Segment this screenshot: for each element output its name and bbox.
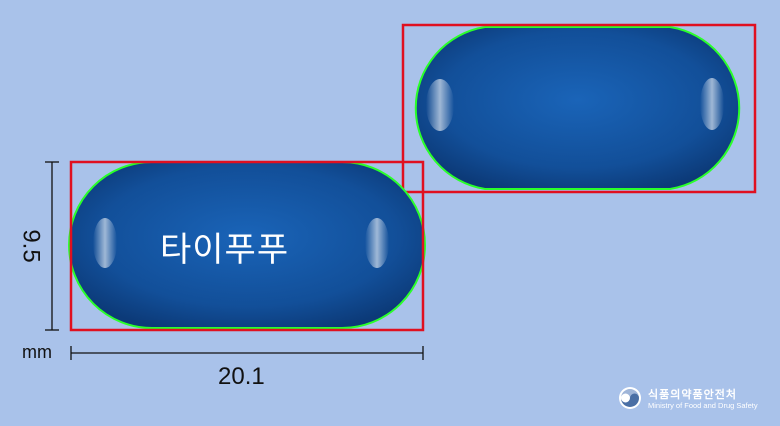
pill-width-label: 9.5 xyxy=(17,229,45,263)
agency-name-ko: 식품의약품안전처 xyxy=(648,388,737,401)
capsule-front xyxy=(68,160,426,332)
pill-length-label: 20.1 xyxy=(218,363,265,390)
pill-imprint: 타이푸푸 xyxy=(160,230,290,270)
dimension-lines xyxy=(45,161,424,360)
agency-name-en: Ministry of Food and Drug Safety xyxy=(648,401,758,410)
taegeuk-icon xyxy=(619,387,641,409)
capsule-back xyxy=(401,23,757,194)
bounding-box-back xyxy=(401,23,757,194)
dimension-unit: mm xyxy=(22,342,52,362)
bounding-box-front xyxy=(69,160,425,332)
